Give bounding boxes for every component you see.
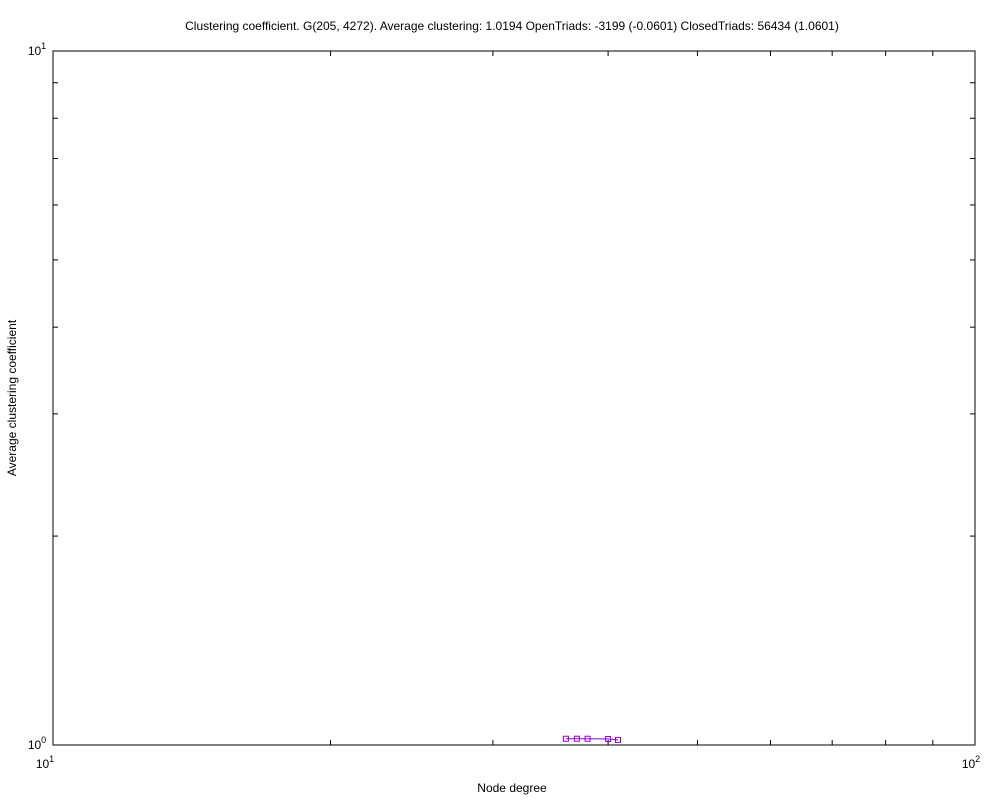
- data-point: [614, 736, 621, 743]
- x-tick-label: 102: [962, 754, 980, 771]
- data-point: [584, 735, 591, 742]
- series-layer: [562, 735, 621, 743]
- data-point: [562, 735, 569, 742]
- data-point: [605, 736, 612, 743]
- data-point: [573, 735, 580, 742]
- axis-tick-labels: 101 102 100 101: [28, 41, 980, 771]
- y-axis-label: Average clustering coefficient: [5, 319, 19, 476]
- chart-title: Clustering coefficient. G(205, 4272). Av…: [185, 19, 839, 33]
- y-tick-label: 100: [28, 735, 46, 752]
- y-tick-label: 101: [28, 41, 46, 58]
- x-axis-label: Node degree: [477, 781, 547, 795]
- plot-frame: [52, 50, 976, 746]
- x-tick-label: 101: [36, 754, 54, 771]
- axis-ticks: [52, 50, 976, 746]
- series-line: [565, 738, 619, 741]
